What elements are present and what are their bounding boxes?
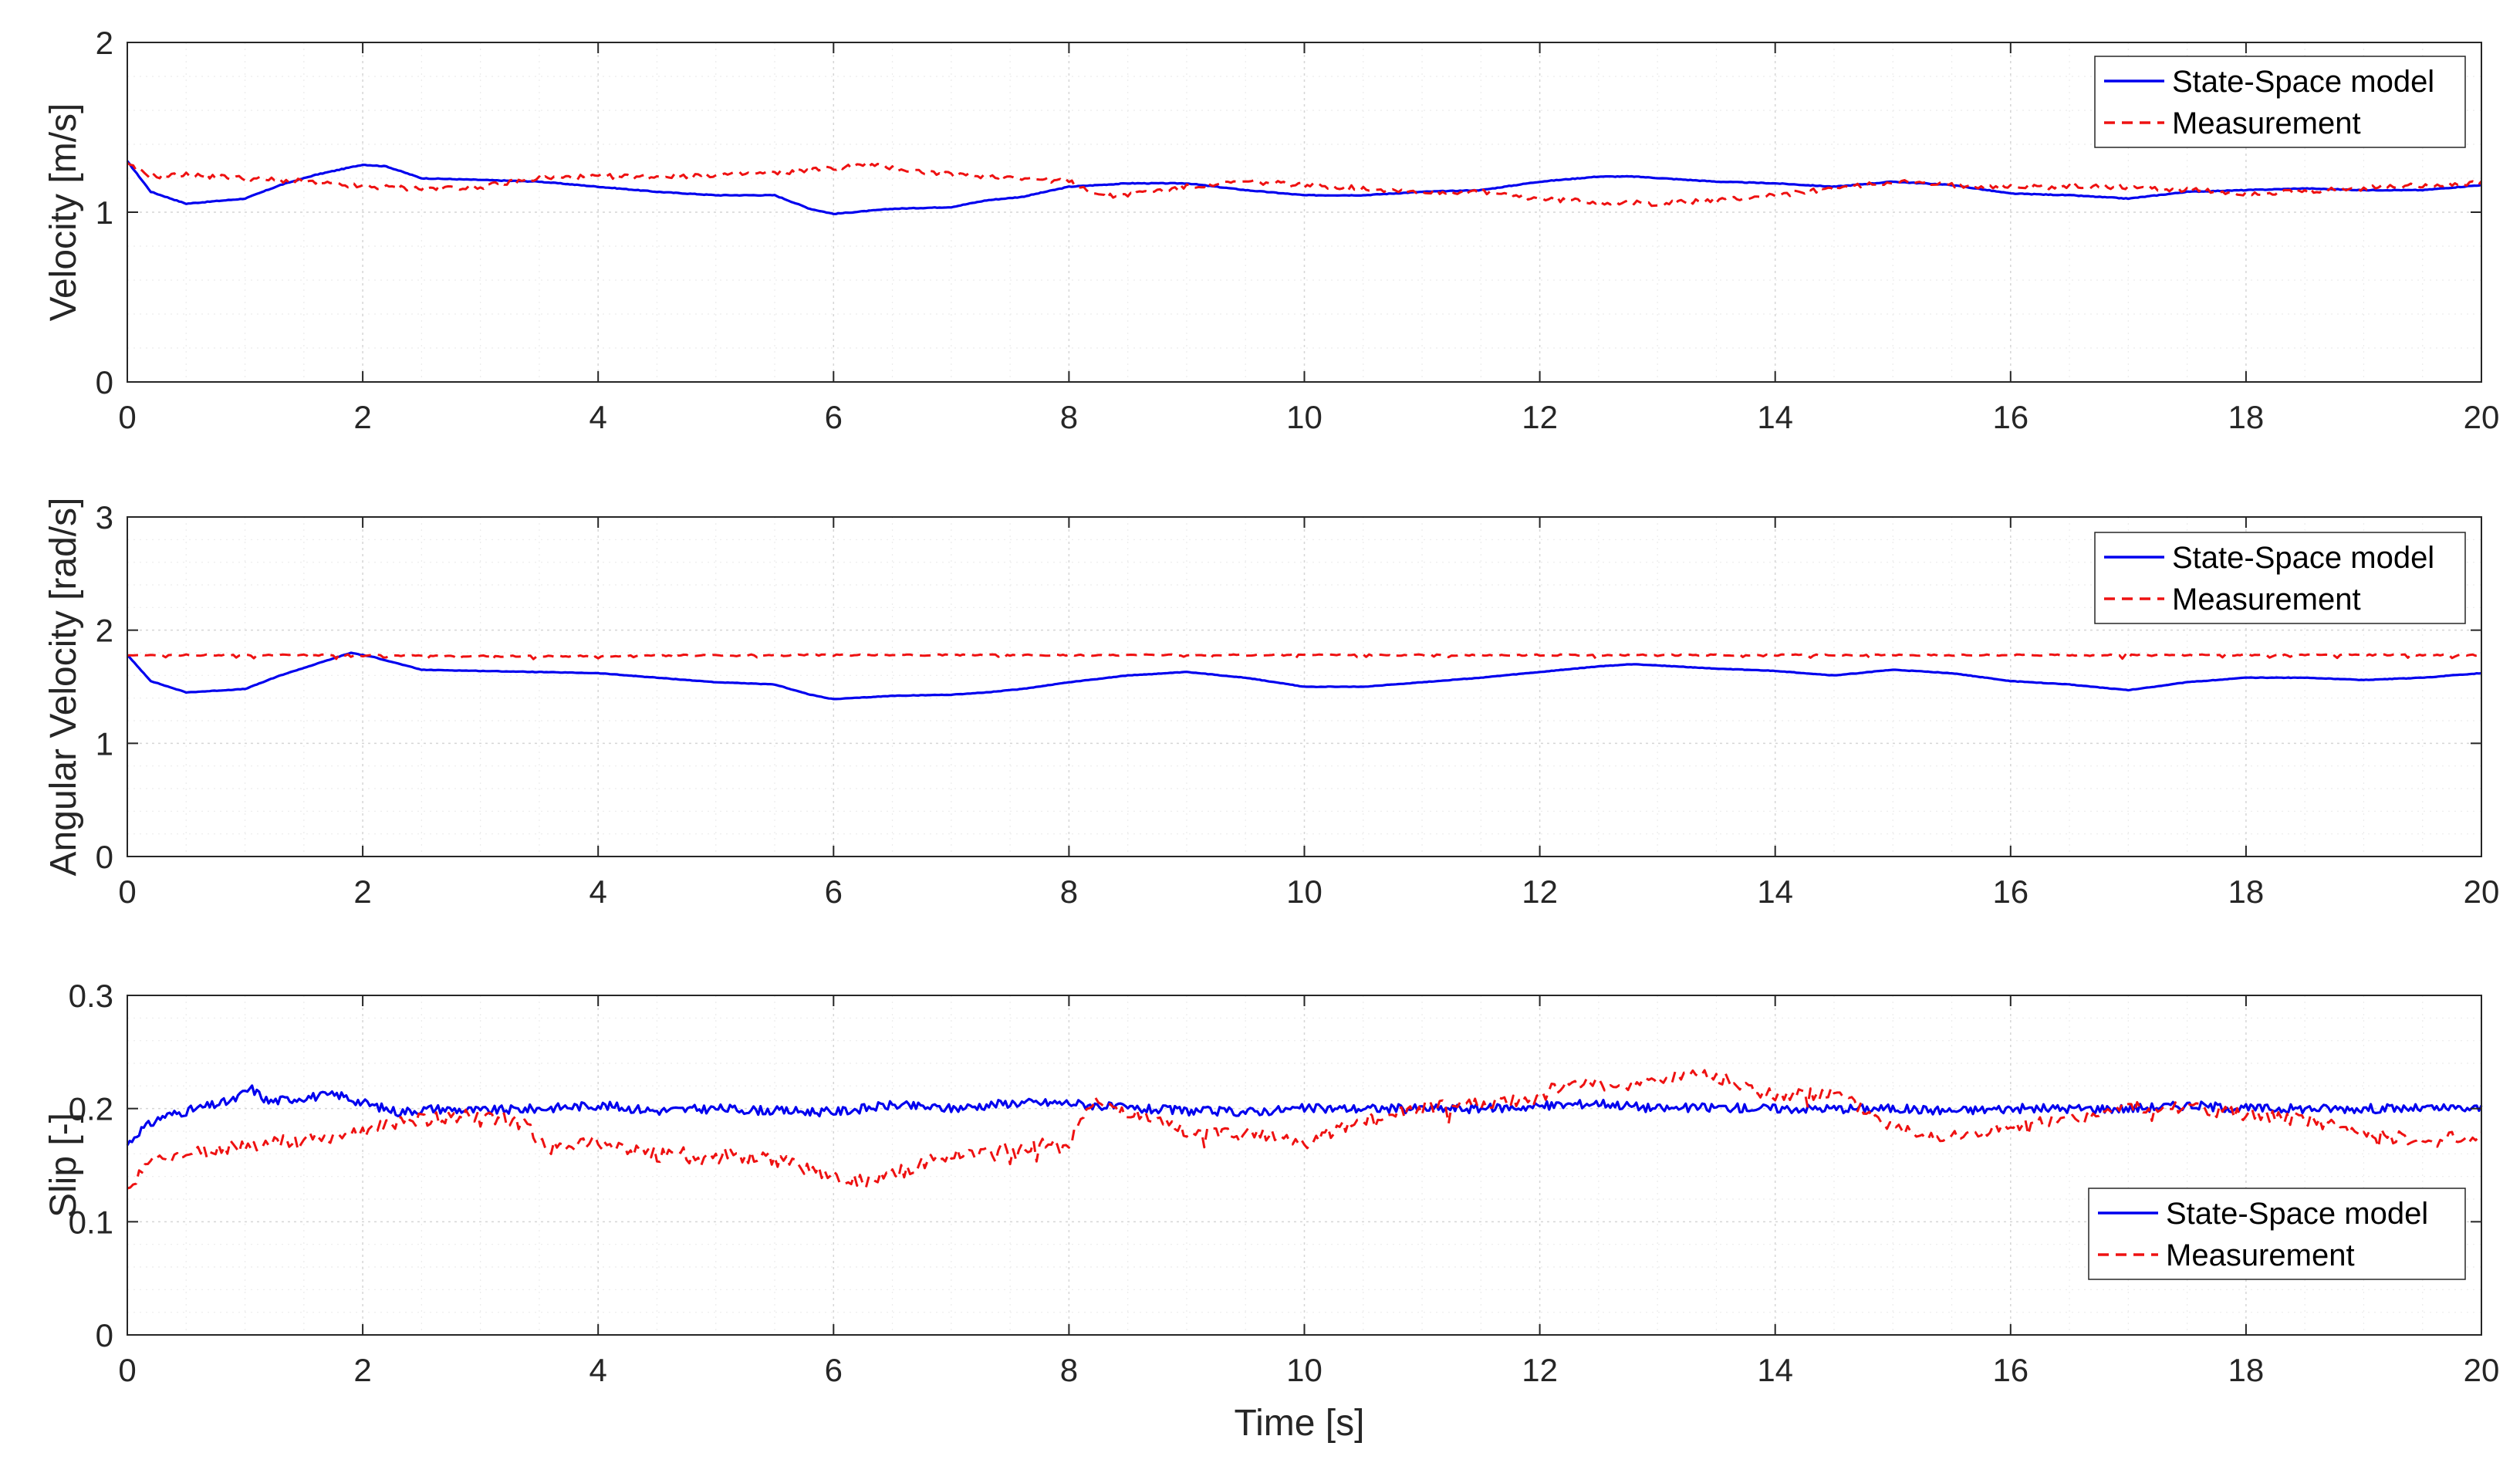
legend-label: State-Space model: [2166, 1197, 2428, 1231]
x-tick-label: 18: [2228, 399, 2265, 435]
x-tick-label: 12: [1522, 1352, 1558, 1388]
y-tick-label: 2: [96, 613, 113, 649]
legend-label: Measurement: [2172, 583, 2361, 617]
x-tick-label: 6: [825, 399, 843, 435]
legend: State-Space model Measurement: [2094, 56, 2466, 148]
y-tick-label: 0: [96, 839, 113, 875]
y-axis-title: Slip [-]: [43, 1113, 84, 1218]
y-tick-label: 0.3: [69, 978, 113, 1014]
chart-panel-3: 0 2 4 6 8 10 12 14 16 18 20 0 0.1 0.2 0.3 Slip [-] State…: [43, 978, 2499, 1388]
y-tick-label: 0.1: [69, 1204, 113, 1240]
measurement-line: [127, 161, 2483, 208]
measurement-line: [127, 653, 2482, 661]
x-tick-label: 4: [589, 1352, 607, 1388]
x-tick-label: 18: [2228, 873, 2265, 910]
x-tick-label: 10: [1286, 1352, 1322, 1388]
y-axis-title: Velocity [m/s]: [43, 103, 84, 322]
legend: State-Space model Measurement: [2094, 532, 2466, 624]
y-tick-label: 1: [96, 194, 113, 231]
x-tick-label: 16: [1992, 399, 2028, 435]
y-tick-label: 2: [96, 25, 113, 61]
y-tick-label: 0: [96, 364, 113, 400]
legend: State-Space model Measurement: [2088, 1188, 2466, 1280]
x-tick-label: 18: [2228, 1352, 2265, 1388]
x-tick-label: 20: [2464, 873, 2500, 910]
x-tick-label: 12: [1522, 873, 1558, 910]
y-tick-label: 1: [96, 725, 113, 762]
x-tick-label: 6: [825, 1352, 843, 1388]
x-axis-title: Time [s]: [1235, 1403, 1365, 1444]
legend-label: State-Space model: [2172, 65, 2434, 99]
x-tick-label: 16: [1992, 1352, 2028, 1388]
x-tick-label: 0: [118, 399, 136, 435]
legend-box: [2088, 1188, 2466, 1280]
x-tick-label: 8: [1060, 873, 1078, 910]
y-axis-title: Angular Velocity [rad/s]: [43, 498, 84, 877]
y-tick-label: 0: [96, 1317, 113, 1353]
x-tick-label: 2: [353, 399, 371, 435]
state-space-model-line: [126, 651, 2482, 701]
x-tick-label: 20: [2464, 399, 2500, 435]
x-tick-label: 8: [1060, 399, 1078, 435]
x-tick-label: 4: [589, 873, 607, 910]
x-tick-label: 16: [1992, 873, 2028, 910]
x-tick-label: 8: [1060, 1352, 1078, 1388]
legend-label: State-Space model: [2172, 541, 2434, 575]
measurement-line: [127, 1069, 2483, 1190]
x-tick-label: 14: [1757, 399, 1793, 435]
x-tick-label: 2: [353, 1352, 371, 1388]
legend-box: [2094, 532, 2466, 624]
legend-label: Measurement: [2172, 106, 2361, 140]
x-tick-label: 20: [2464, 1352, 2500, 1388]
x-tick-label: 14: [1757, 873, 1793, 910]
x-tick-label: 0: [118, 1352, 136, 1388]
x-tick-label: 2: [353, 873, 371, 910]
x-tick-label: 10: [1286, 873, 1322, 910]
state-space-model-line: [126, 1084, 2483, 1146]
x-tick-label: 4: [589, 399, 607, 435]
legend-label: Measurement: [2166, 1238, 2355, 1272]
x-tick-label: 10: [1286, 399, 1322, 435]
x-tick-label: 0: [118, 873, 136, 910]
x-tick-label: 12: [1522, 399, 1558, 435]
legend-box: [2094, 56, 2466, 148]
x-tick-label: 14: [1757, 1352, 1793, 1388]
y-tick-label: 0.2: [69, 1091, 113, 1127]
y-tick-label: 3: [96, 499, 113, 536]
x-tick-label: 6: [825, 873, 843, 910]
